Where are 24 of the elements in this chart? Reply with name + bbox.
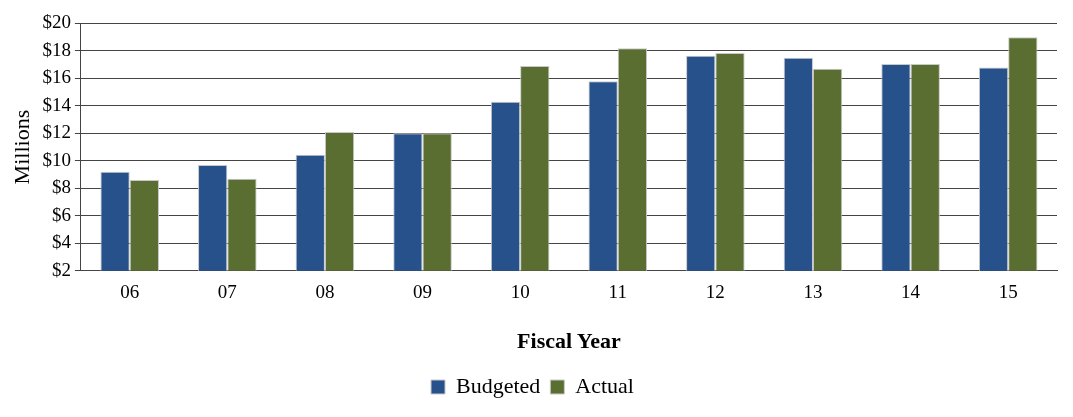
- x-tick-label: 11: [608, 281, 627, 303]
- y-tick-label: $8: [51, 176, 71, 198]
- y-tick-label: $16: [42, 66, 71, 88]
- x-tick-label: 07: [217, 281, 237, 303]
- y-tick-label: $4: [51, 231, 72, 253]
- y-tick-label: $14: [42, 93, 72, 115]
- y-tick-label: $18: [42, 38, 71, 60]
- legend-label: Actual: [575, 372, 634, 398]
- x-tick-label: 06: [120, 281, 140, 303]
- y-tick-label: $10: [42, 148, 71, 170]
- y-axis-title: Millions: [8, 109, 34, 185]
- x-tick-label: 10: [510, 281, 530, 303]
- x-tick-label: 14: [901, 281, 921, 303]
- x-tick-label: 12: [705, 281, 725, 303]
- x-axis-title: Fiscal Year: [517, 328, 622, 354]
- y-tick-label: $20: [42, 11, 71, 33]
- y-tick-label: $12: [42, 121, 71, 143]
- x-tick-label: 09: [413, 281, 433, 303]
- x-tick-label: 08: [315, 281, 335, 303]
- x-tick-label: 15: [998, 281, 1018, 303]
- x-tick-label: 13: [803, 281, 823, 303]
- y-tick-label: $6: [51, 203, 71, 225]
- legend-label: Budgeted: [456, 372, 541, 398]
- y-tick-label: $2: [51, 258, 71, 280]
